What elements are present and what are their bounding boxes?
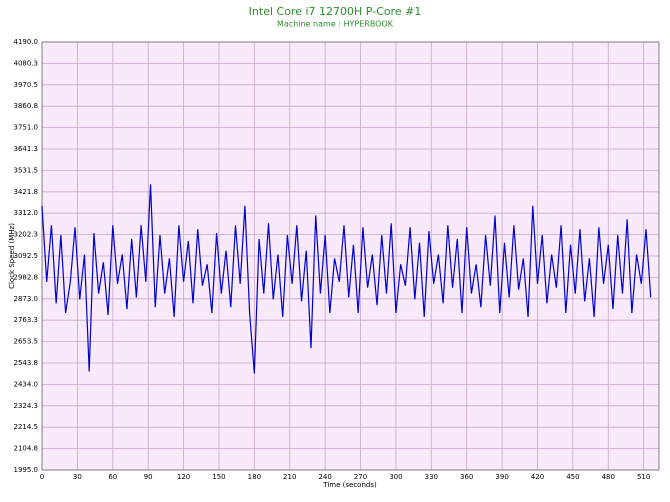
y-tick-label: 4080.3: [14, 59, 39, 67]
x-tick-label: 210: [283, 473, 296, 481]
y-tick-label: 2873.0: [14, 295, 39, 303]
y-tick-label: 2763.3: [14, 316, 39, 324]
plot-border: [41, 41, 660, 471]
x-tick-label: 300: [389, 473, 402, 481]
x-tick-label: 480: [602, 473, 615, 481]
series-line: [41, 184, 652, 374]
x-tick-label: 270: [354, 473, 367, 481]
y-tick-label: 3202.3: [14, 231, 39, 239]
y-tick-label: 4190.0: [14, 38, 39, 46]
y-tick-label: 2104.8: [14, 445, 39, 453]
x-tick-label: 510: [637, 473, 650, 481]
y-tick-label: 3641.3: [14, 145, 39, 153]
x-tick-label: 420: [531, 473, 544, 481]
x-tick-label: 330: [425, 473, 438, 481]
x-tick-label: 360: [460, 473, 473, 481]
x-tick-label: 240: [318, 473, 331, 481]
chart-subtitle: Machine name : HYPERBOOK: [277, 20, 394, 29]
x-tick-label: 390: [495, 473, 508, 481]
y-axis-label: Clock Speed (MHz): [8, 223, 16, 289]
x-tick-label: 180: [248, 473, 261, 481]
y-tick-label: 2982.8: [14, 273, 39, 281]
y-tick-label: 2653.5: [14, 338, 39, 346]
x-axis-label: Time (seconds): [322, 481, 377, 489]
x-tick-label: 90: [144, 473, 153, 481]
chart-title: Intel Core i7 12700H P-Core #1: [249, 5, 422, 18]
x-tick-label: 0: [40, 473, 44, 481]
y-tick-label: 1995.0: [14, 466, 39, 474]
y-tick-label: 3421.8: [14, 188, 39, 196]
y-tick-label: 3751.0: [14, 124, 39, 132]
y-tick-label: 3092.5: [14, 252, 39, 260]
y-tick-label: 2434.0: [14, 380, 39, 388]
x-tick-label: 30: [73, 473, 82, 481]
y-tick-label: 3970.5: [14, 81, 39, 89]
y-tick-label: 2543.8: [14, 359, 39, 367]
x-tick-label: 60: [108, 473, 117, 481]
y-tick-label: 2324.3: [14, 402, 39, 410]
y-tick-label: 3860.8: [14, 102, 39, 110]
y-tick-label: 2214.5: [14, 423, 39, 431]
x-tick-label: 120: [177, 473, 190, 481]
y-tick-label: 3312.0: [14, 209, 39, 217]
x-tick-label: 150: [212, 473, 225, 481]
x-tick-label: 450: [566, 473, 579, 481]
y-tick-label: 3531.5: [14, 166, 39, 174]
